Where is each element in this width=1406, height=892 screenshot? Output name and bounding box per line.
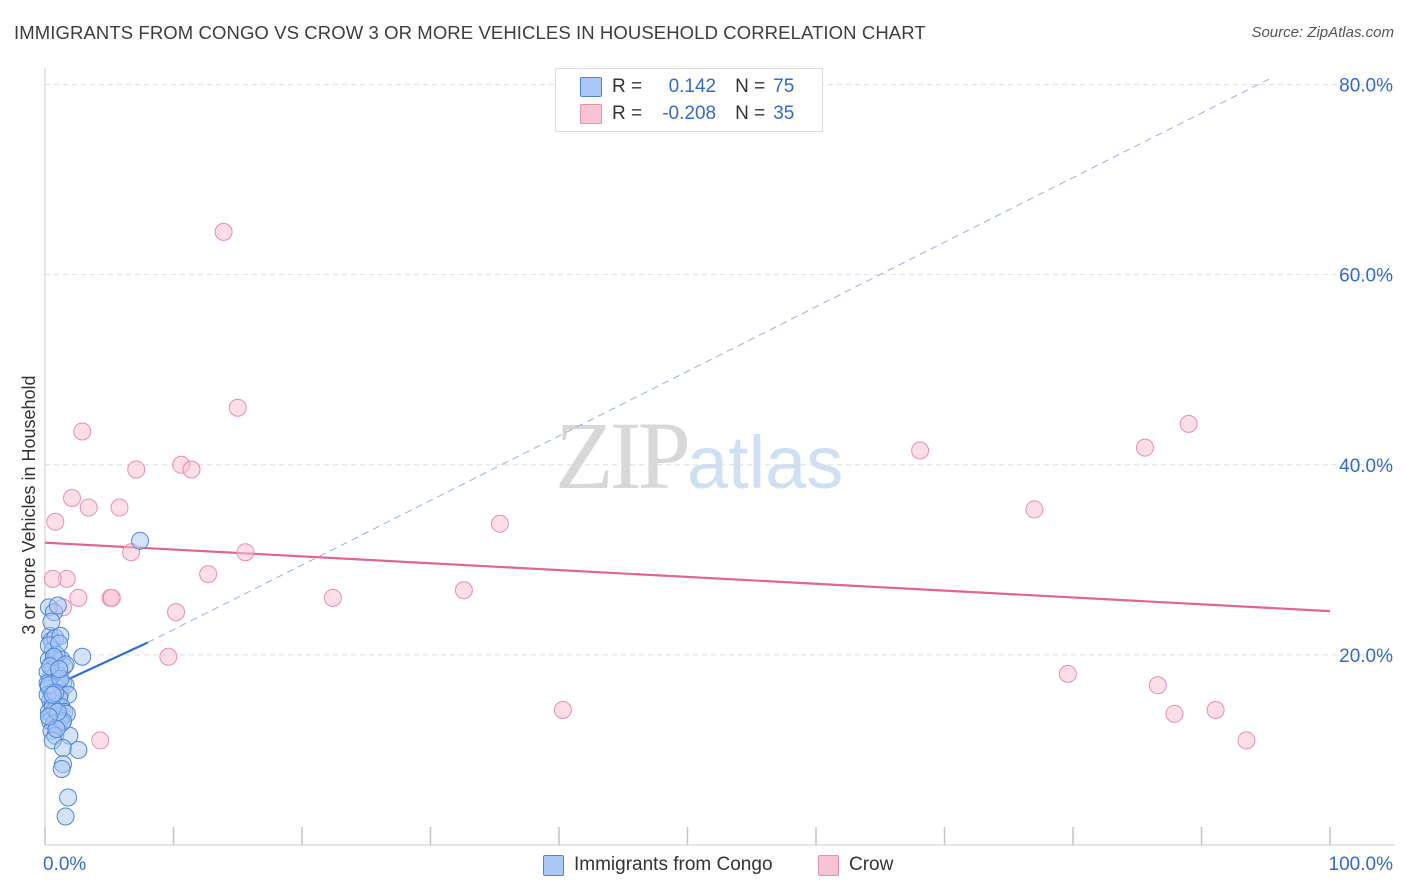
crow-point [79, 498, 98, 517]
legend-n-label: N = [735, 76, 766, 97]
x-tick-label: 0.0% [43, 854, 86, 875]
crow-point [159, 647, 178, 666]
crow-point [1206, 701, 1225, 720]
crow-swatch [580, 104, 602, 124]
crow-point [1148, 676, 1167, 695]
crow-point [228, 398, 247, 417]
crow-point [46, 512, 65, 531]
x-tick-label: 100.0% [1329, 854, 1394, 875]
y-axis-title: 3 or more Vehicles in Household [19, 375, 39, 634]
y-tick-label: 20.0% [1339, 646, 1393, 667]
congo-point [48, 596, 67, 615]
congo-point [39, 707, 58, 726]
crow-point [167, 603, 186, 622]
crow-point [490, 514, 509, 533]
trend-lines [44, 76, 1331, 692]
crow-point [91, 731, 110, 750]
congo-legend-swatch [543, 854, 564, 876]
bottom-legend-crow: Crow [818, 852, 893, 878]
crow-point [214, 222, 233, 241]
congo-trend-extension [147, 76, 1274, 643]
crow-point [911, 441, 930, 460]
legend-n-value: 35 [773, 103, 795, 124]
congo-point [43, 685, 62, 704]
congo-point [69, 740, 88, 759]
crow-point [62, 489, 81, 508]
crow-point [102, 588, 121, 607]
crow-point [69, 588, 88, 607]
crow-points [43, 222, 1256, 750]
crow-point [1179, 414, 1198, 433]
y-tick-label: 40.0% [1339, 456, 1393, 477]
crow-point [553, 701, 572, 720]
crow-point [199, 565, 218, 584]
congo-legend-label: Immigrants from Congo [574, 854, 773, 875]
congo-point [56, 807, 75, 826]
y-tick-label: 60.0% [1339, 266, 1393, 287]
legend-r-label: R = [612, 76, 643, 97]
grid-lines [45, 84, 1395, 656]
axes [44, 68, 1395, 846]
watermark-zip: ZIP [555, 402, 691, 509]
crow-point [1165, 704, 1184, 723]
congo-point [52, 759, 71, 778]
congo-point [131, 531, 150, 550]
legend-r-value: -0.208 [662, 103, 717, 124]
tick-labels: 20.0% 40.0% 60.0% 80.0% 0.0% 100.0% 3 or more … [19, 76, 1393, 875]
crow-point [1025, 500, 1044, 519]
legend-row-crow: R = -0.208 N = 35 [580, 102, 794, 126]
congo-point [42, 612, 61, 631]
legend-r-value: 0.142 [668, 76, 717, 97]
crow-point [182, 460, 201, 479]
crow-point [1135, 438, 1154, 457]
crow-point [236, 543, 255, 562]
crow-point [43, 569, 62, 588]
legend-n-label: N = [735, 103, 766, 124]
crow-point [110, 498, 129, 517]
crow-point [73, 422, 92, 441]
crow-point [1058, 664, 1077, 683]
y-tick-label: 80.0% [1339, 76, 1393, 97]
watermark-atlas: atlas [687, 421, 844, 504]
crow-point [127, 460, 146, 479]
crow-point [323, 588, 342, 607]
legend-r-label: R = [612, 103, 643, 124]
congo-point [59, 788, 78, 807]
congo-points [38, 531, 150, 826]
congo-point [50, 660, 69, 679]
source-credit: Source: ZipAtlas.com [1251, 24, 1394, 41]
legend-n-value: 75 [773, 76, 795, 97]
congo-swatch [580, 77, 602, 97]
crow-trend-line [44, 541, 1331, 613]
legend-row-congo: R = 0.142 N = 75 [580, 75, 794, 99]
crow-legend-label: Crow [849, 854, 894, 875]
crow-point [1237, 731, 1256, 750]
watermark: ZIPatlas [555, 400, 843, 511]
congo-point [53, 739, 72, 758]
correlation-legend: R = 0.142 N = 75 R = -0.208 N = 35 [555, 68, 823, 132]
crow-legend-swatch [818, 854, 839, 876]
crow-point [454, 581, 473, 600]
chart-title: IMMIGRANTS FROM CONGO VS CROW 3 OR MORE … [14, 22, 926, 43]
bottom-legend-congo: Immigrants from Congo [543, 852, 773, 878]
congo-point [73, 647, 92, 666]
